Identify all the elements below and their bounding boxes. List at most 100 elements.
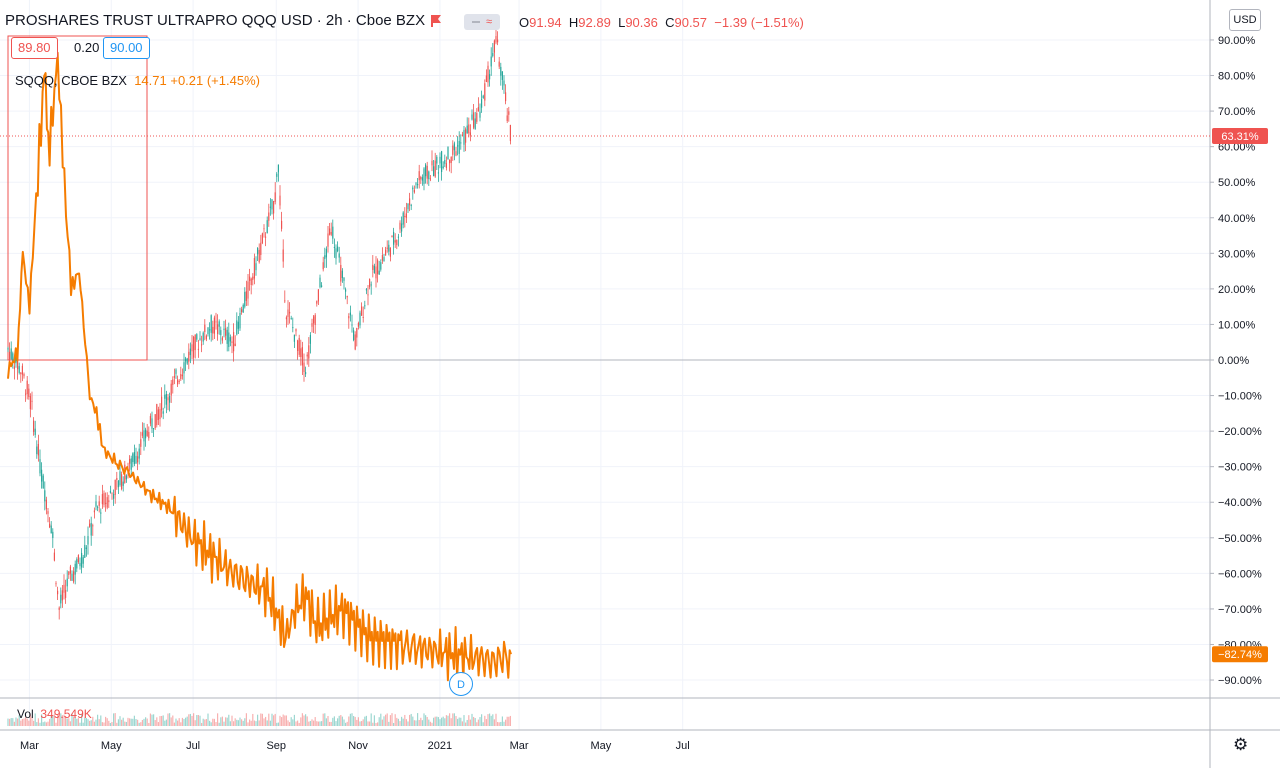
y-tick-label: −60.00% bbox=[1218, 568, 1262, 580]
candle-body bbox=[309, 335, 311, 344]
volume-bar bbox=[413, 720, 415, 726]
volume-bar bbox=[79, 722, 81, 726]
volume-bar bbox=[21, 718, 23, 726]
volume-bar bbox=[189, 713, 191, 726]
flag-icon[interactable] bbox=[429, 14, 443, 30]
candle-body bbox=[247, 281, 249, 299]
candle-body bbox=[249, 276, 251, 281]
last-value-labels: 63.31% −82.74% bbox=[1212, 127, 1268, 663]
volume-bar bbox=[23, 718, 25, 726]
candle-body bbox=[65, 590, 67, 598]
candle-body bbox=[303, 362, 305, 373]
candle-body bbox=[305, 372, 307, 375]
volume-bar bbox=[244, 718, 246, 726]
sqqq-last-label-bg bbox=[1212, 646, 1268, 663]
volume-bar bbox=[287, 720, 289, 726]
candle-body bbox=[231, 341, 233, 344]
candle-body bbox=[428, 171, 430, 180]
selection-box[interactable] bbox=[7, 35, 148, 361]
y-tick-label: 0.00% bbox=[1218, 355, 1249, 367]
volume-bar bbox=[7, 718, 9, 726]
ask-button[interactable]: 90.00 bbox=[103, 37, 150, 59]
candle-body bbox=[161, 396, 163, 411]
candle-body bbox=[263, 228, 265, 230]
volume-bar bbox=[143, 718, 145, 726]
candle-body bbox=[69, 566, 71, 574]
candle-body bbox=[157, 409, 159, 420]
candle-body bbox=[36, 446, 38, 455]
compare-symbol: SQQQ, CBOE BZX bbox=[15, 73, 127, 88]
candle-body bbox=[354, 334, 356, 350]
x-tick-label: May bbox=[590, 740, 611, 752]
volume-bar bbox=[31, 716, 33, 726]
ohlc-values: O91.94 H92.89 L90.36 C90.57 −1.39 (−1.51… bbox=[519, 15, 804, 30]
compare-legend[interactable]: SQQQ, CBOE BZX 14.71 +0.21 (+1.45%) bbox=[15, 73, 260, 88]
candle-body bbox=[333, 246, 335, 248]
candle-body bbox=[196, 334, 198, 340]
candle-body bbox=[79, 562, 81, 567]
volume-bar bbox=[423, 713, 425, 726]
candle-body bbox=[338, 253, 340, 258]
wave-icon[interactable]: ≈ bbox=[464, 14, 500, 30]
volume-bar bbox=[468, 715, 470, 726]
volume-bar bbox=[117, 719, 119, 726]
candle-body bbox=[436, 156, 438, 164]
candle-body bbox=[255, 263, 257, 271]
candle-body bbox=[130, 458, 132, 470]
volume-bar bbox=[169, 713, 171, 726]
volume-bar bbox=[473, 716, 475, 726]
candle-body bbox=[341, 270, 343, 279]
high-value: 92.89 bbox=[578, 15, 611, 30]
volume-bar bbox=[25, 716, 27, 726]
candle-body bbox=[23, 373, 25, 377]
volume-bar bbox=[108, 720, 110, 726]
volume-bar bbox=[369, 721, 371, 726]
volume-bar bbox=[34, 713, 36, 726]
candle-body bbox=[292, 327, 294, 329]
candle-body bbox=[90, 522, 92, 536]
candle-body bbox=[239, 312, 241, 329]
price-scale-panel[interactable] bbox=[1210, 0, 1280, 730]
candle-body bbox=[314, 314, 316, 325]
volume-bar bbox=[479, 717, 481, 726]
candle-body bbox=[145, 429, 147, 439]
candle-body bbox=[29, 396, 31, 410]
volume-bar bbox=[297, 720, 299, 726]
volume-bar bbox=[295, 721, 297, 726]
volume-bar bbox=[204, 719, 206, 726]
currency-button[interactable]: USD bbox=[1229, 9, 1261, 31]
volume-bar bbox=[481, 714, 483, 726]
volume-bar bbox=[290, 717, 292, 726]
gear-icon[interactable]: ⚙ bbox=[1233, 735, 1249, 754]
candle-body bbox=[241, 309, 243, 313]
candle-body bbox=[129, 458, 131, 464]
volume-bar bbox=[212, 718, 214, 726]
volume-bar bbox=[76, 718, 78, 726]
candle-body bbox=[306, 354, 308, 357]
volume-bar bbox=[428, 719, 430, 726]
volume-bar bbox=[55, 722, 57, 726]
volume-bar bbox=[489, 713, 491, 726]
candle-body bbox=[295, 329, 297, 332]
y-tick-label: 60.00% bbox=[1218, 142, 1256, 154]
candle-body bbox=[41, 469, 43, 482]
sqqq-last-label: −82.74% bbox=[1218, 649, 1262, 661]
candle-body bbox=[281, 220, 283, 229]
bid-button[interactable]: 89.80 bbox=[11, 37, 58, 59]
candle-body bbox=[356, 327, 358, 338]
candle-body bbox=[407, 203, 409, 210]
volume-bar bbox=[345, 722, 347, 726]
candle-body bbox=[95, 501, 97, 507]
dividend-marker[interactable]: D bbox=[449, 672, 473, 696]
candle-body bbox=[489, 74, 491, 80]
candle-body bbox=[252, 276, 254, 280]
volume-bar bbox=[405, 719, 407, 726]
volume-bar bbox=[49, 718, 51, 726]
volume-bar bbox=[425, 715, 427, 726]
candle-body bbox=[87, 536, 89, 545]
candle-body bbox=[39, 459, 41, 474]
candle-body bbox=[97, 506, 99, 508]
volume-bar bbox=[298, 722, 300, 726]
candle-body bbox=[221, 337, 223, 341]
